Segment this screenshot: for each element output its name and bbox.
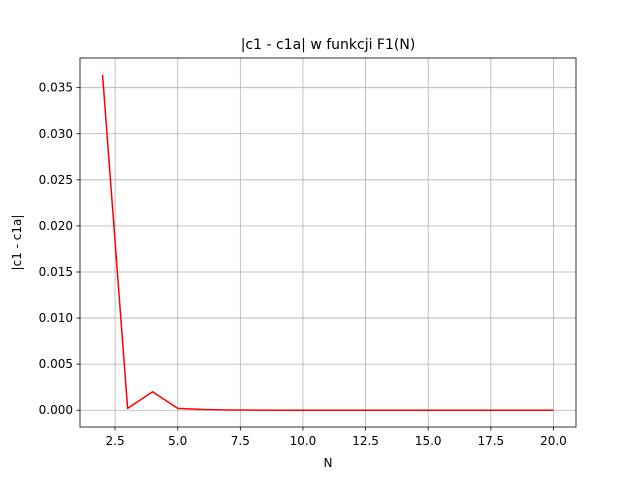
ticks: 2.5 5.0 7.5 10.0 12.5 15.0 17.5 20.0 0.000 0.005 0… [39, 81, 567, 448]
x-axis-label: N [324, 456, 333, 470]
series-line [101, 74, 554, 411]
plot-frame [79, 57, 577, 428]
y-tick-label: 0.005 [39, 357, 73, 371]
y-tick-label: 0.025 [39, 173, 73, 187]
x-tick-label: 7.5 [231, 434, 250, 448]
y-tick-label: 0.030 [39, 127, 73, 141]
x-tick-label: 10.0 [290, 434, 317, 448]
x-tick-label: 12.5 [352, 434, 379, 448]
y-tick-label: 0.010 [39, 311, 73, 325]
grid [80, 58, 576, 427]
y-tick-label: 0.015 [39, 265, 73, 279]
x-tick-label: 17.5 [477, 434, 504, 448]
series-layer [101, 74, 554, 411]
y-tick-label: 0.000 [39, 403, 73, 417]
chart-title: |c1 - c1a| w funkcji F1(N) [241, 37, 416, 53]
x-tick-label: 15.0 [415, 434, 442, 448]
x-tick-label: 5.0 [168, 434, 187, 448]
x-tick-label: 2.5 [106, 434, 125, 448]
y-axis-label: |c1 - c1a| [10, 215, 24, 271]
y-tick-label: 0.035 [39, 81, 73, 95]
y-tick-label: 0.020 [39, 219, 73, 233]
x-tick-label: 20.0 [540, 434, 567, 448]
